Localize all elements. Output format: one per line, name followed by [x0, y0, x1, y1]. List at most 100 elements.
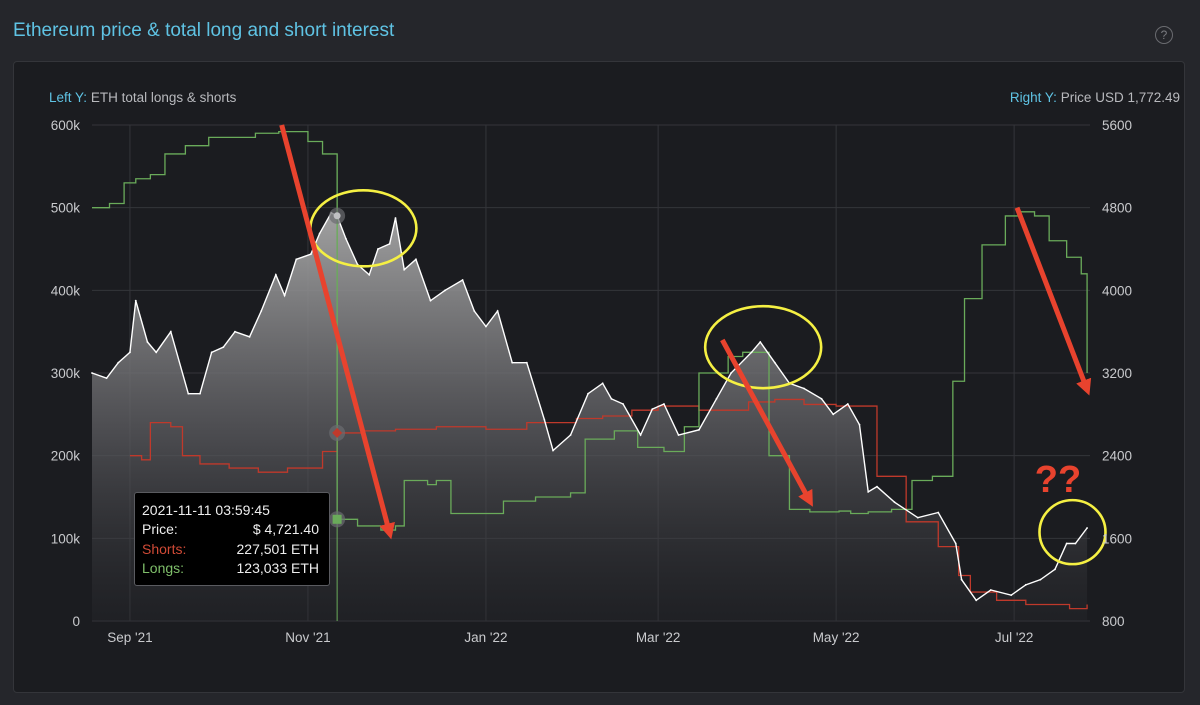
price-point — [187, 392, 190, 395]
price-point — [210, 351, 213, 354]
left-y-tick-label: 0 — [72, 614, 80, 629]
right-y-tick-label: 5600 — [1102, 118, 1132, 133]
tooltip-timestamp: 2021-11-11 03:59:45 — [142, 502, 270, 518]
question-circle-icon[interactable]: ? — [1155, 26, 1173, 44]
price-point — [937, 511, 940, 514]
price-point — [1065, 542, 1068, 545]
price-point — [222, 346, 225, 349]
tooltip-shorts-value: 227,501 ETH — [236, 541, 320, 557]
x-tick-label: Jul '22 — [995, 630, 1034, 645]
price-point — [318, 232, 321, 235]
price-point — [1039, 578, 1042, 581]
price-point — [610, 397, 613, 400]
tooltip-longs-label: Longs: — [142, 560, 185, 576]
price-point — [511, 361, 514, 364]
price-point — [832, 413, 835, 416]
price-point — [867, 490, 870, 493]
price-point — [750, 351, 753, 354]
price-point — [639, 434, 642, 436]
price-point — [989, 589, 992, 591]
tooltip-longs-row: Longs: 123,033 ETH — [142, 560, 319, 576]
x-tick-label: Sep '21 — [107, 630, 152, 645]
right-axis-title: Right Y: Price USD 1,772.49 — [1010, 90, 1180, 105]
price-point — [1054, 568, 1056, 571]
price-point — [663, 403, 665, 405]
right-axis-text: Price USD 1,772.49 — [1060, 90, 1180, 105]
price-point — [820, 397, 823, 400]
page-title: Ethereum price & total long and short in… — [13, 20, 395, 41]
price-point — [295, 258, 298, 261]
x-tick-label: Mar '22 — [636, 630, 681, 645]
left-y-tick-label: 500k — [51, 201, 81, 216]
price-marker — [333, 212, 341, 220]
right-axis-prefix: Right Y: — [1009, 90, 1057, 105]
price-point — [587, 392, 589, 395]
price-point — [773, 361, 776, 364]
question-marks: ?? — [1035, 459, 1081, 501]
right-y-tick-label: 2400 — [1102, 449, 1132, 464]
price-point — [129, 351, 131, 354]
price-point — [677, 434, 680, 436]
tooltip-price-row: Price: $ 4,721.40 — [142, 521, 319, 537]
price-point — [473, 310, 476, 312]
price-point — [169, 330, 172, 333]
longs-line — [92, 130, 1088, 531]
left-axis-title: Left Y: ETH total longs & shorts — [49, 90, 236, 105]
price-point — [651, 408, 654, 411]
price-point — [283, 294, 286, 297]
price-point — [485, 325, 487, 328]
price-point — [622, 403, 624, 405]
price-point — [155, 351, 158, 354]
price-point — [1074, 542, 1077, 545]
right-y-tick-label: 800 — [1102, 614, 1125, 629]
price-point — [134, 299, 137, 302]
left-axis-prefix: Left Y: — [49, 90, 88, 105]
price-point — [461, 279, 464, 281]
price-point — [730, 372, 732, 374]
left-y-tick-label: 600k — [51, 118, 81, 133]
price-point — [975, 599, 978, 602]
price-point — [91, 372, 93, 374]
price-point — [248, 335, 251, 338]
price-point — [1010, 594, 1013, 597]
price-point — [954, 542, 957, 545]
price-point — [552, 449, 554, 452]
right-y-tick-label: 3200 — [1102, 366, 1132, 381]
shorts-marker — [332, 427, 343, 438]
right-y-tick-label: 1600 — [1102, 531, 1132, 546]
price-point — [344, 237, 347, 240]
price-point — [429, 299, 432, 302]
annotation-circle — [1038, 498, 1107, 566]
longs-marker — [332, 514, 342, 524]
tooltip-shorts-row: Shorts: 227,501 ETH — [142, 541, 319, 557]
price-point — [715, 397, 718, 400]
left-axis-text: ETH total longs & shorts — [90, 90, 237, 105]
price-point — [274, 273, 277, 276]
price-point — [1024, 583, 1027, 586]
price-point — [117, 361, 120, 364]
price-point — [260, 310, 263, 312]
tooltip-price-value: $ 4,721.40 — [252, 521, 319, 537]
x-tick-label: May '22 — [813, 630, 860, 645]
annotation-arrow — [279, 124, 395, 540]
price-point — [543, 418, 546, 421]
price-point — [105, 377, 108, 380]
price-point — [858, 423, 861, 426]
price-point — [146, 341, 149, 343]
right-y-tick-label: 4800 — [1102, 201, 1132, 216]
price-point — [960, 578, 963, 581]
annotation-arrow — [1014, 206, 1092, 396]
price-point — [916, 516, 919, 519]
price-point — [803, 387, 805, 390]
left-y-tick-label: 300k — [51, 366, 81, 381]
price-point — [496, 310, 499, 312]
left-y-tick-label: 100k — [51, 531, 81, 546]
price-point — [569, 434, 572, 436]
price-point — [1086, 527, 1088, 529]
price-point — [525, 361, 528, 364]
left-y-tick-label: 200k — [51, 449, 81, 464]
annotation-circle — [703, 304, 823, 390]
tooltip-longs-value: 123,033 ETH — [236, 560, 320, 576]
annotation-arrow — [720, 338, 813, 507]
